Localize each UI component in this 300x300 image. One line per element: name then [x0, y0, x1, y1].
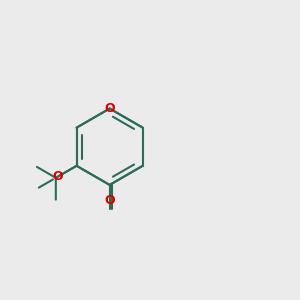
Text: O: O: [52, 170, 63, 183]
Text: O: O: [104, 102, 115, 115]
Text: O: O: [104, 194, 115, 207]
